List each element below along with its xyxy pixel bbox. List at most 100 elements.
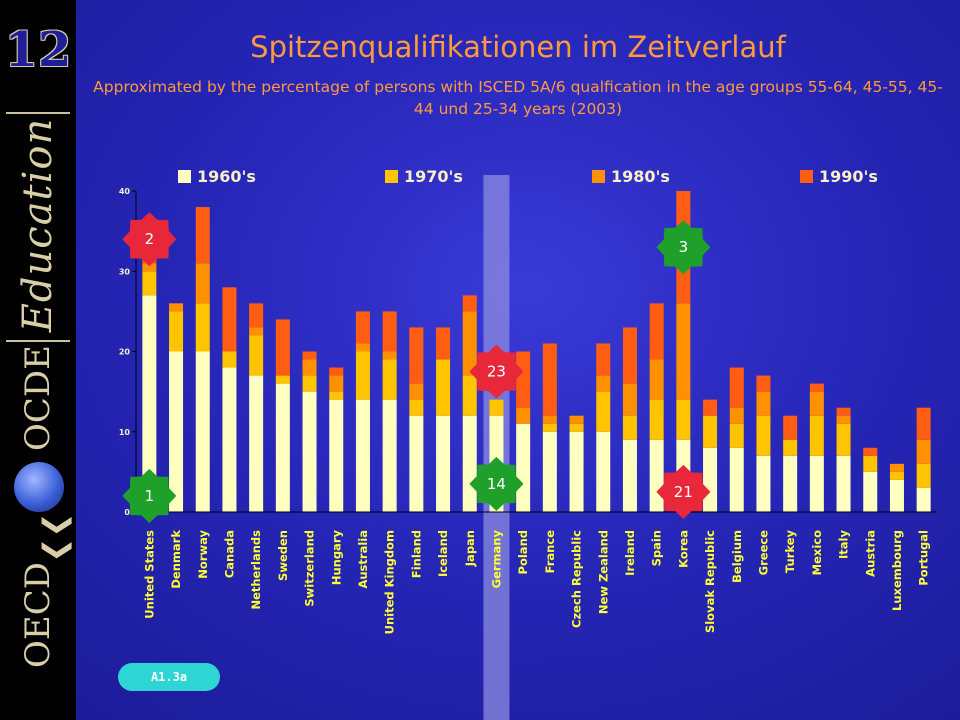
slide-number: 12 <box>4 22 72 78</box>
bar-segment <box>329 399 344 512</box>
bar-segment <box>355 351 370 400</box>
bar-segment <box>462 415 477 512</box>
category-label: United Kingdom <box>383 530 397 634</box>
bar-segment <box>703 399 718 416</box>
bar-segment <box>169 351 184 512</box>
bar-segment <box>249 375 264 512</box>
bar-segment <box>569 415 584 424</box>
bar-segment <box>142 263 157 272</box>
legend-label: 1980's <box>611 167 670 186</box>
category-label: Greece <box>756 530 770 576</box>
bar-segment <box>169 311 184 352</box>
legend-label: 1960's <box>197 167 256 186</box>
bar-segment <box>169 303 184 312</box>
bar-segment <box>809 383 824 392</box>
bar-segment <box>889 479 904 512</box>
bar-segment <box>809 415 824 456</box>
y-tick-label: 40 <box>119 187 131 196</box>
category-label: Mexico <box>810 530 824 575</box>
legend-swatch <box>800 170 813 183</box>
bar-segment <box>649 303 664 360</box>
bar-segment <box>275 383 290 512</box>
bar-segment <box>836 415 851 424</box>
reference-tag <box>118 663 220 691</box>
bar-segment <box>516 351 531 408</box>
category-label: New Zealand <box>596 530 610 614</box>
bar-segment <box>756 415 771 456</box>
bar-segment <box>302 351 317 360</box>
bar-segment <box>676 399 691 440</box>
bar-segment <box>916 487 931 512</box>
y-tick-label: 10 <box>119 428 131 437</box>
rank-badge <box>656 220 711 275</box>
bar-segment <box>302 375 317 392</box>
rank-badge <box>122 212 177 267</box>
bar-segment <box>703 447 718 512</box>
bar-segment <box>863 471 878 512</box>
bar-segment <box>596 431 611 512</box>
bar-segment <box>382 359 397 400</box>
bar-segment <box>462 375 477 416</box>
bar-segment <box>649 359 664 400</box>
sidebar-divider <box>6 112 70 114</box>
legend-swatch <box>592 170 605 183</box>
rank-badge <box>469 456 524 511</box>
legend-swatch <box>385 170 398 183</box>
bar-segment <box>382 399 397 512</box>
bar-segment <box>302 391 317 512</box>
bar-segment <box>622 383 637 416</box>
bar-segment <box>195 207 210 264</box>
bar-segment <box>142 295 157 512</box>
rank-badge-label: 3 <box>679 238 689 256</box>
bar-segment <box>409 327 424 384</box>
rank-badge <box>122 468 177 523</box>
rank-badge <box>656 464 711 519</box>
bar-segment <box>542 431 557 512</box>
bar-segment <box>889 463 904 472</box>
bar-segment <box>542 415 557 424</box>
bar-segment <box>516 423 531 512</box>
category-label: Denmark <box>169 530 183 589</box>
rank-badge-label: 1 <box>145 487 155 505</box>
category-label: Belgium <box>730 530 744 583</box>
category-label: France <box>543 530 557 574</box>
legend-label: 1990's <box>819 167 878 186</box>
category-label: Slovak Republic <box>703 530 717 633</box>
bar-segment <box>222 351 237 368</box>
bar-segment <box>836 455 851 512</box>
bar-segment <box>596 375 611 392</box>
category-label: Italy <box>837 530 851 559</box>
category-label: Finland <box>409 530 423 578</box>
bar-segment <box>436 359 451 416</box>
bar-segment <box>596 343 611 376</box>
bar-segment <box>729 367 744 408</box>
category-label: Portugal <box>917 530 931 586</box>
category-label: Poland <box>516 530 530 574</box>
bar-segment <box>729 423 744 448</box>
rank-badge-label: 23 <box>487 363 506 381</box>
category-label: Switzerland <box>303 530 317 607</box>
bar-segment <box>756 391 771 416</box>
bar-segment <box>409 383 424 400</box>
bar-segment <box>889 471 904 480</box>
category-label: Canada <box>222 530 236 578</box>
bar-segment <box>275 319 290 376</box>
bar-segment <box>783 455 798 512</box>
legend-swatch <box>178 170 191 183</box>
category-label: Ireland <box>623 530 637 576</box>
bar-segment <box>596 391 611 432</box>
bar-segment <box>783 439 798 456</box>
bar-segment <box>195 263 210 304</box>
bar-segment <box>436 415 451 512</box>
bar-segment <box>222 287 237 352</box>
bar-segment <box>916 439 931 464</box>
category-label: Luxembourg <box>890 530 904 611</box>
bar-segment <box>622 439 637 512</box>
bar-segment <box>756 455 771 512</box>
bar-segment <box>462 295 477 312</box>
bar-segment <box>836 407 851 416</box>
category-label: Korea <box>676 530 690 568</box>
bar-segment <box>382 351 397 360</box>
bar-segment <box>783 415 798 440</box>
